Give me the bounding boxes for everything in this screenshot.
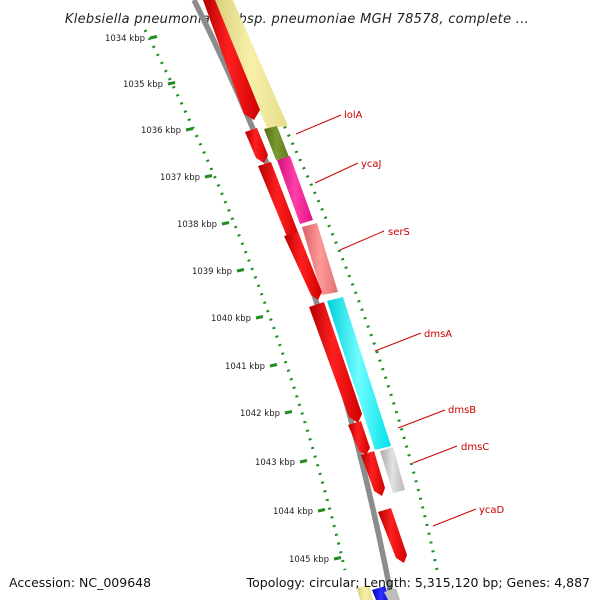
tick-label-1038-kbp: 1038 kbp (177, 220, 217, 230)
tick-label-1035-kbp: 1035 kbp (123, 80, 163, 90)
gene-label-sers: serS (388, 227, 410, 238)
tick-mark-1037-kbp (204, 174, 213, 179)
gene-label-dmsb: dmsB (448, 405, 476, 416)
tick-mark-1035-kbp (167, 81, 176, 86)
leader-line-dmsa (374, 332, 422, 352)
bottom-feature-grey (384, 588, 400, 600)
gene-feature-dmsa (327, 297, 391, 450)
cds-arrow-4 (284, 232, 322, 300)
leader-line-lola (295, 114, 342, 135)
genome-summary-text: Topology: circular; Length: 5,315,120 bp… (246, 575, 590, 590)
tick-mark-1044-kbp (317, 508, 326, 513)
tick-label-1034-kbp: 1034 kbp (105, 34, 145, 44)
gene-feature-lola (264, 126, 289, 160)
leader-line-sers (339, 230, 385, 251)
gene-feature-dmsc (380, 447, 405, 493)
tick-label-1037-kbp: 1037 kbp (160, 173, 200, 183)
cds-arrow-2 (245, 128, 268, 163)
gene-feature-sers (302, 223, 338, 295)
tick-label-1042-kbp: 1042 kbp (240, 409, 280, 419)
feature-layer (203, 0, 407, 600)
leader-line-dmsc (412, 445, 458, 464)
tick-mark-1040-kbp (255, 315, 264, 320)
bottom-feature-blue (372, 586, 390, 600)
gene-feature-ycaj (277, 156, 313, 224)
tick-label-1040-kbp: 1040 kbp (211, 314, 251, 324)
tick-label-1041-kbp: 1041 kbp (225, 362, 265, 372)
tick-mark-1045-kbp (333, 556, 342, 561)
tick-label-1044-kbp: 1044 kbp (273, 507, 313, 517)
cds-arrow-6 (348, 421, 370, 455)
tick-layer: 1034 kbp 1035 kbp 1036 kbp 1037 kbp 1038 kbp… (105, 34, 342, 565)
upstream-feature-khaki (213, 0, 288, 128)
gene-feature-ycad (378, 508, 407, 563)
tick-mark-1042-kbp (284, 410, 293, 415)
leader-line-ycaj (314, 162, 359, 184)
tick-label-1039-kbp: 1039 kbp (192, 267, 232, 277)
cds-arrow-7 (361, 451, 385, 496)
cds-arrow-5 (309, 302, 362, 423)
map-title: Klebsiella pneumoniae subsp. pneumoniae … (65, 12, 529, 27)
tick-label-1036-kbp: 1036 kbp (141, 126, 181, 136)
leader-line-dmsb (397, 409, 446, 429)
tick-mark-1041-kbp (269, 363, 278, 368)
gene-label-ycad: ycaD (479, 505, 505, 516)
tick-mark-1036-kbp (185, 127, 194, 132)
cds-arrow-3 (258, 162, 301, 249)
gene-label-layer: lolA ycaJ serS dmsA dmsB dmsC ycaD (295, 110, 505, 527)
tick-mark-1034-kbp (149, 35, 158, 40)
tick-mark-1043-kbp (299, 459, 308, 464)
gene-label-dmsc: dmsC (461, 442, 489, 453)
bottom-feature-khaki (357, 585, 373, 600)
leader-line-ycad (432, 508, 477, 527)
gene-label-lola: lolA (344, 110, 363, 121)
cds-arrow-1 (203, 0, 260, 120)
accession-text: Accession: NC_009648 (9, 575, 151, 590)
gene-label-ycaj: ycaJ (361, 159, 382, 170)
tick-mark-1039-kbp (236, 268, 245, 273)
tick-label-1043-kbp: 1043 kbp (255, 458, 295, 468)
tick-circle-inner (143, 29, 347, 571)
tick-label-1045-kbp: 1045 kbp (289, 555, 329, 565)
tick-mark-1038-kbp (221, 221, 230, 226)
gene-label-dmsa: dmsA (424, 329, 452, 340)
